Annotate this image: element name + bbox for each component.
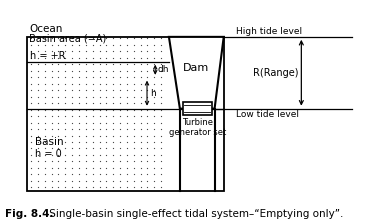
Text: Ocean: Ocean (29, 24, 63, 34)
Text: h = 0: h = 0 (35, 149, 62, 159)
Text: Turbine
generator set: Turbine generator set (168, 118, 226, 137)
Text: Low tide level: Low tide level (236, 110, 299, 119)
Text: High tide level: High tide level (236, 27, 302, 36)
Text: R(Range): R(Range) (253, 68, 299, 78)
Polygon shape (169, 37, 224, 109)
Text: Fig. 8.4.: Fig. 8.4. (5, 209, 53, 219)
Text: Dam: Dam (183, 63, 209, 73)
Text: Single-basin single-effect tidal system–“Emptying only”.: Single-basin single-effect tidal system–… (46, 209, 343, 219)
Text: Basin area (=A): Basin area (=A) (29, 34, 106, 44)
Text: h = +R: h = +R (30, 51, 66, 61)
Text: dh: dh (158, 65, 170, 74)
Text: h: h (150, 89, 156, 98)
Bar (183, 102, 212, 115)
Text: Basin: Basin (35, 137, 63, 147)
